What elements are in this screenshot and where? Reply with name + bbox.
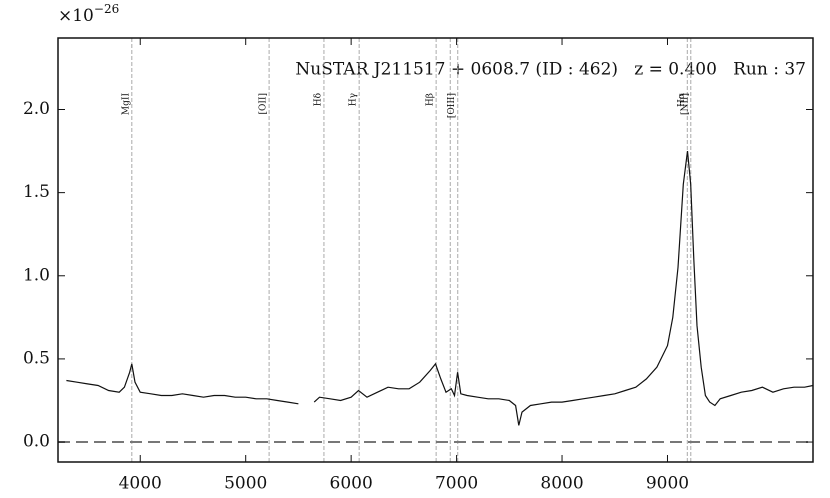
x-tick-label: 8000 — [540, 474, 583, 494]
y-multiplier-exponent: −26 — [94, 2, 119, 16]
y-tick-label: 0.0 — [23, 432, 50, 452]
y-tick-label: 2.0 — [23, 99, 50, 119]
emission-line-label: Hγ — [349, 93, 359, 106]
emission-line-label: [OII] — [259, 93, 269, 115]
emission-line-label: Hβ — [426, 93, 436, 106]
y-tick-label: 1.5 — [23, 182, 50, 202]
y-tick-label: 0.5 — [23, 348, 50, 368]
x-tick-label: 6000 — [330, 474, 373, 494]
x-tick-label: 9000 — [646, 474, 689, 494]
spectrum-line — [66, 151, 814, 426]
x-tick-label: 7000 — [435, 474, 478, 494]
x-tick-label: 5000 — [224, 474, 267, 494]
emission-line-label: Hα — [677, 93, 687, 107]
emission-line-label: [NII] — [680, 93, 690, 115]
emission-line-label: [OIII] — [447, 93, 457, 118]
plot-frame — [57, 37, 814, 463]
y-tick-label: 1.0 — [23, 265, 50, 285]
emission-line-label: Hδ — [313, 93, 323, 106]
y-multiplier-base: ×10 — [58, 6, 94, 26]
annotation: NuSTAR J211517 + 0608.7 (ID : 462) z = 0… — [295, 60, 806, 80]
emission-line-label: MgII — [121, 93, 131, 116]
x-tick-label: 4000 — [119, 474, 162, 494]
y-multiplier: ×10−26 — [58, 2, 119, 26]
